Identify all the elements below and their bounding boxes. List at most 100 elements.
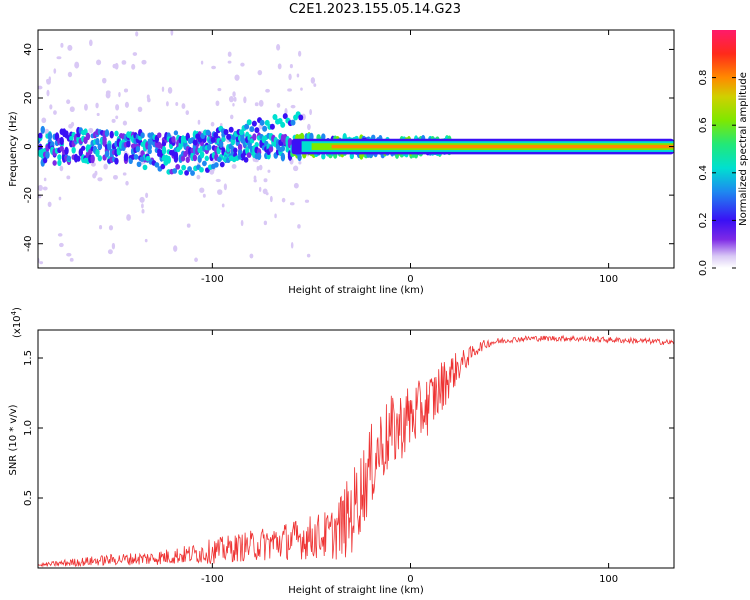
spectro-cell (190, 170, 195, 176)
spectro-speckle (48, 76, 51, 82)
spectro-speckle (57, 233, 63, 237)
spectro-cell (299, 132, 305, 141)
spectro-cell (38, 132, 43, 139)
spectro-cell (252, 133, 257, 141)
spectro-speckle (217, 88, 222, 92)
spectro-cell (192, 154, 198, 162)
spectro-cell (228, 126, 234, 133)
spectro-speckle (121, 60, 127, 65)
spectro-cell (40, 125, 45, 134)
spectro-speckle (263, 178, 268, 183)
spectro-cell (185, 156, 190, 163)
spectro-speckle (257, 69, 263, 76)
spectro-cell (180, 155, 186, 162)
spectro-cell (123, 153, 129, 162)
spectro-cell (254, 142, 259, 148)
spectro-speckle (232, 103, 235, 107)
spectro-cell (145, 155, 151, 162)
spectrogram-marks (38, 30, 674, 265)
spectro-cell (47, 132, 53, 141)
spectro-speckle (253, 175, 257, 181)
spectro-speckle (70, 121, 75, 127)
spectro-speckle (67, 44, 73, 51)
spectro-cell (80, 145, 86, 151)
spectro-cell (52, 160, 57, 166)
spectro-cell (171, 135, 176, 143)
y-tick-label: 0 (23, 143, 34, 149)
spectro-cell (147, 143, 152, 151)
spectro-cell (173, 150, 179, 160)
spectrogram-y-axis-label: Frequency (Hz) (8, 111, 19, 187)
spectro-speckle (298, 50, 302, 57)
spectro-cell (290, 119, 296, 126)
spectro-cell (262, 125, 268, 132)
spectro-speckle (41, 117, 47, 124)
spectro-cell (309, 132, 314, 141)
spectro-speckle (56, 56, 62, 60)
spectro-speckle (281, 197, 286, 203)
spectro-cell (298, 114, 304, 121)
spectro-speckle (289, 202, 295, 206)
spectro-cell (280, 145, 286, 152)
spectro-speckle (131, 63, 136, 70)
spectro-cell (104, 150, 110, 158)
spectro-speckle (161, 86, 165, 92)
colorbar-tick-label: 0.6 (698, 117, 709, 133)
spectro-cell (240, 153, 246, 159)
spectro-speckle (289, 63, 293, 69)
spectro-speckle (263, 220, 268, 226)
spectro-cell (254, 127, 260, 134)
spectro-cell (59, 136, 64, 146)
spectro-cell (172, 168, 178, 174)
spectro-speckle (66, 175, 71, 180)
spectro-speckle (146, 94, 150, 100)
spectro-cell (175, 164, 181, 170)
spectro-speckle (112, 174, 118, 180)
spectro-speckle (124, 101, 130, 108)
spectro-cell (161, 145, 167, 155)
spectro-speckle (228, 96, 234, 103)
spectro-cell (259, 119, 265, 126)
spectro-cell (213, 162, 219, 168)
spectro-speckle (304, 199, 310, 203)
spectro-speckle (223, 183, 228, 191)
spectro-cell (223, 128, 229, 135)
spectro-speckle (307, 123, 311, 131)
spectro-cell (187, 166, 192, 172)
spectro-cell (216, 156, 222, 163)
spectro-speckle (173, 245, 178, 252)
spectro-cell (97, 155, 103, 162)
spectro-speckle (293, 182, 299, 189)
snr-plot-area (38, 330, 674, 568)
spectro-cell (205, 129, 211, 136)
y-tick-label: 1.0 (23, 420, 34, 436)
spectro-speckle (95, 102, 99, 109)
spectro-cell (97, 143, 103, 150)
spectro-speckle (94, 170, 98, 176)
spectro-speckle (210, 121, 215, 127)
snr-y-ticks: 0.5 1.0 1.5 (23, 350, 674, 506)
spectro-cell (160, 163, 166, 170)
spectro-cell (256, 152, 262, 160)
spectro-speckle (89, 39, 93, 47)
spectro-cell (157, 132, 162, 139)
spectro-speckle (107, 249, 113, 255)
spectro-cell (210, 137, 216, 144)
spectro-cell (321, 133, 326, 141)
spectro-speckle (60, 42, 64, 48)
spectro-speckle (310, 77, 316, 84)
spectro-speckle (141, 59, 147, 65)
colorbar: 0.0 0.2 0.4 0.6 0.8 Normalized spectral ampl… (698, 30, 749, 276)
spectro-speckle (212, 159, 215, 164)
spectro-cell (204, 155, 210, 162)
spectro-cell (126, 140, 131, 148)
spectro-speckle (276, 103, 281, 108)
spectro-speckle (46, 89, 50, 97)
spectro-speckle (66, 99, 71, 105)
svg-text:(x104): (x104) (10, 307, 23, 338)
spectro-speckle (287, 88, 292, 92)
spectro-cell (202, 160, 207, 167)
colorbar-ticks: 0.0 0.2 0.4 0.6 0.8 (698, 70, 736, 276)
spectro-speckle (165, 101, 169, 107)
spectro-cell (64, 146, 69, 155)
